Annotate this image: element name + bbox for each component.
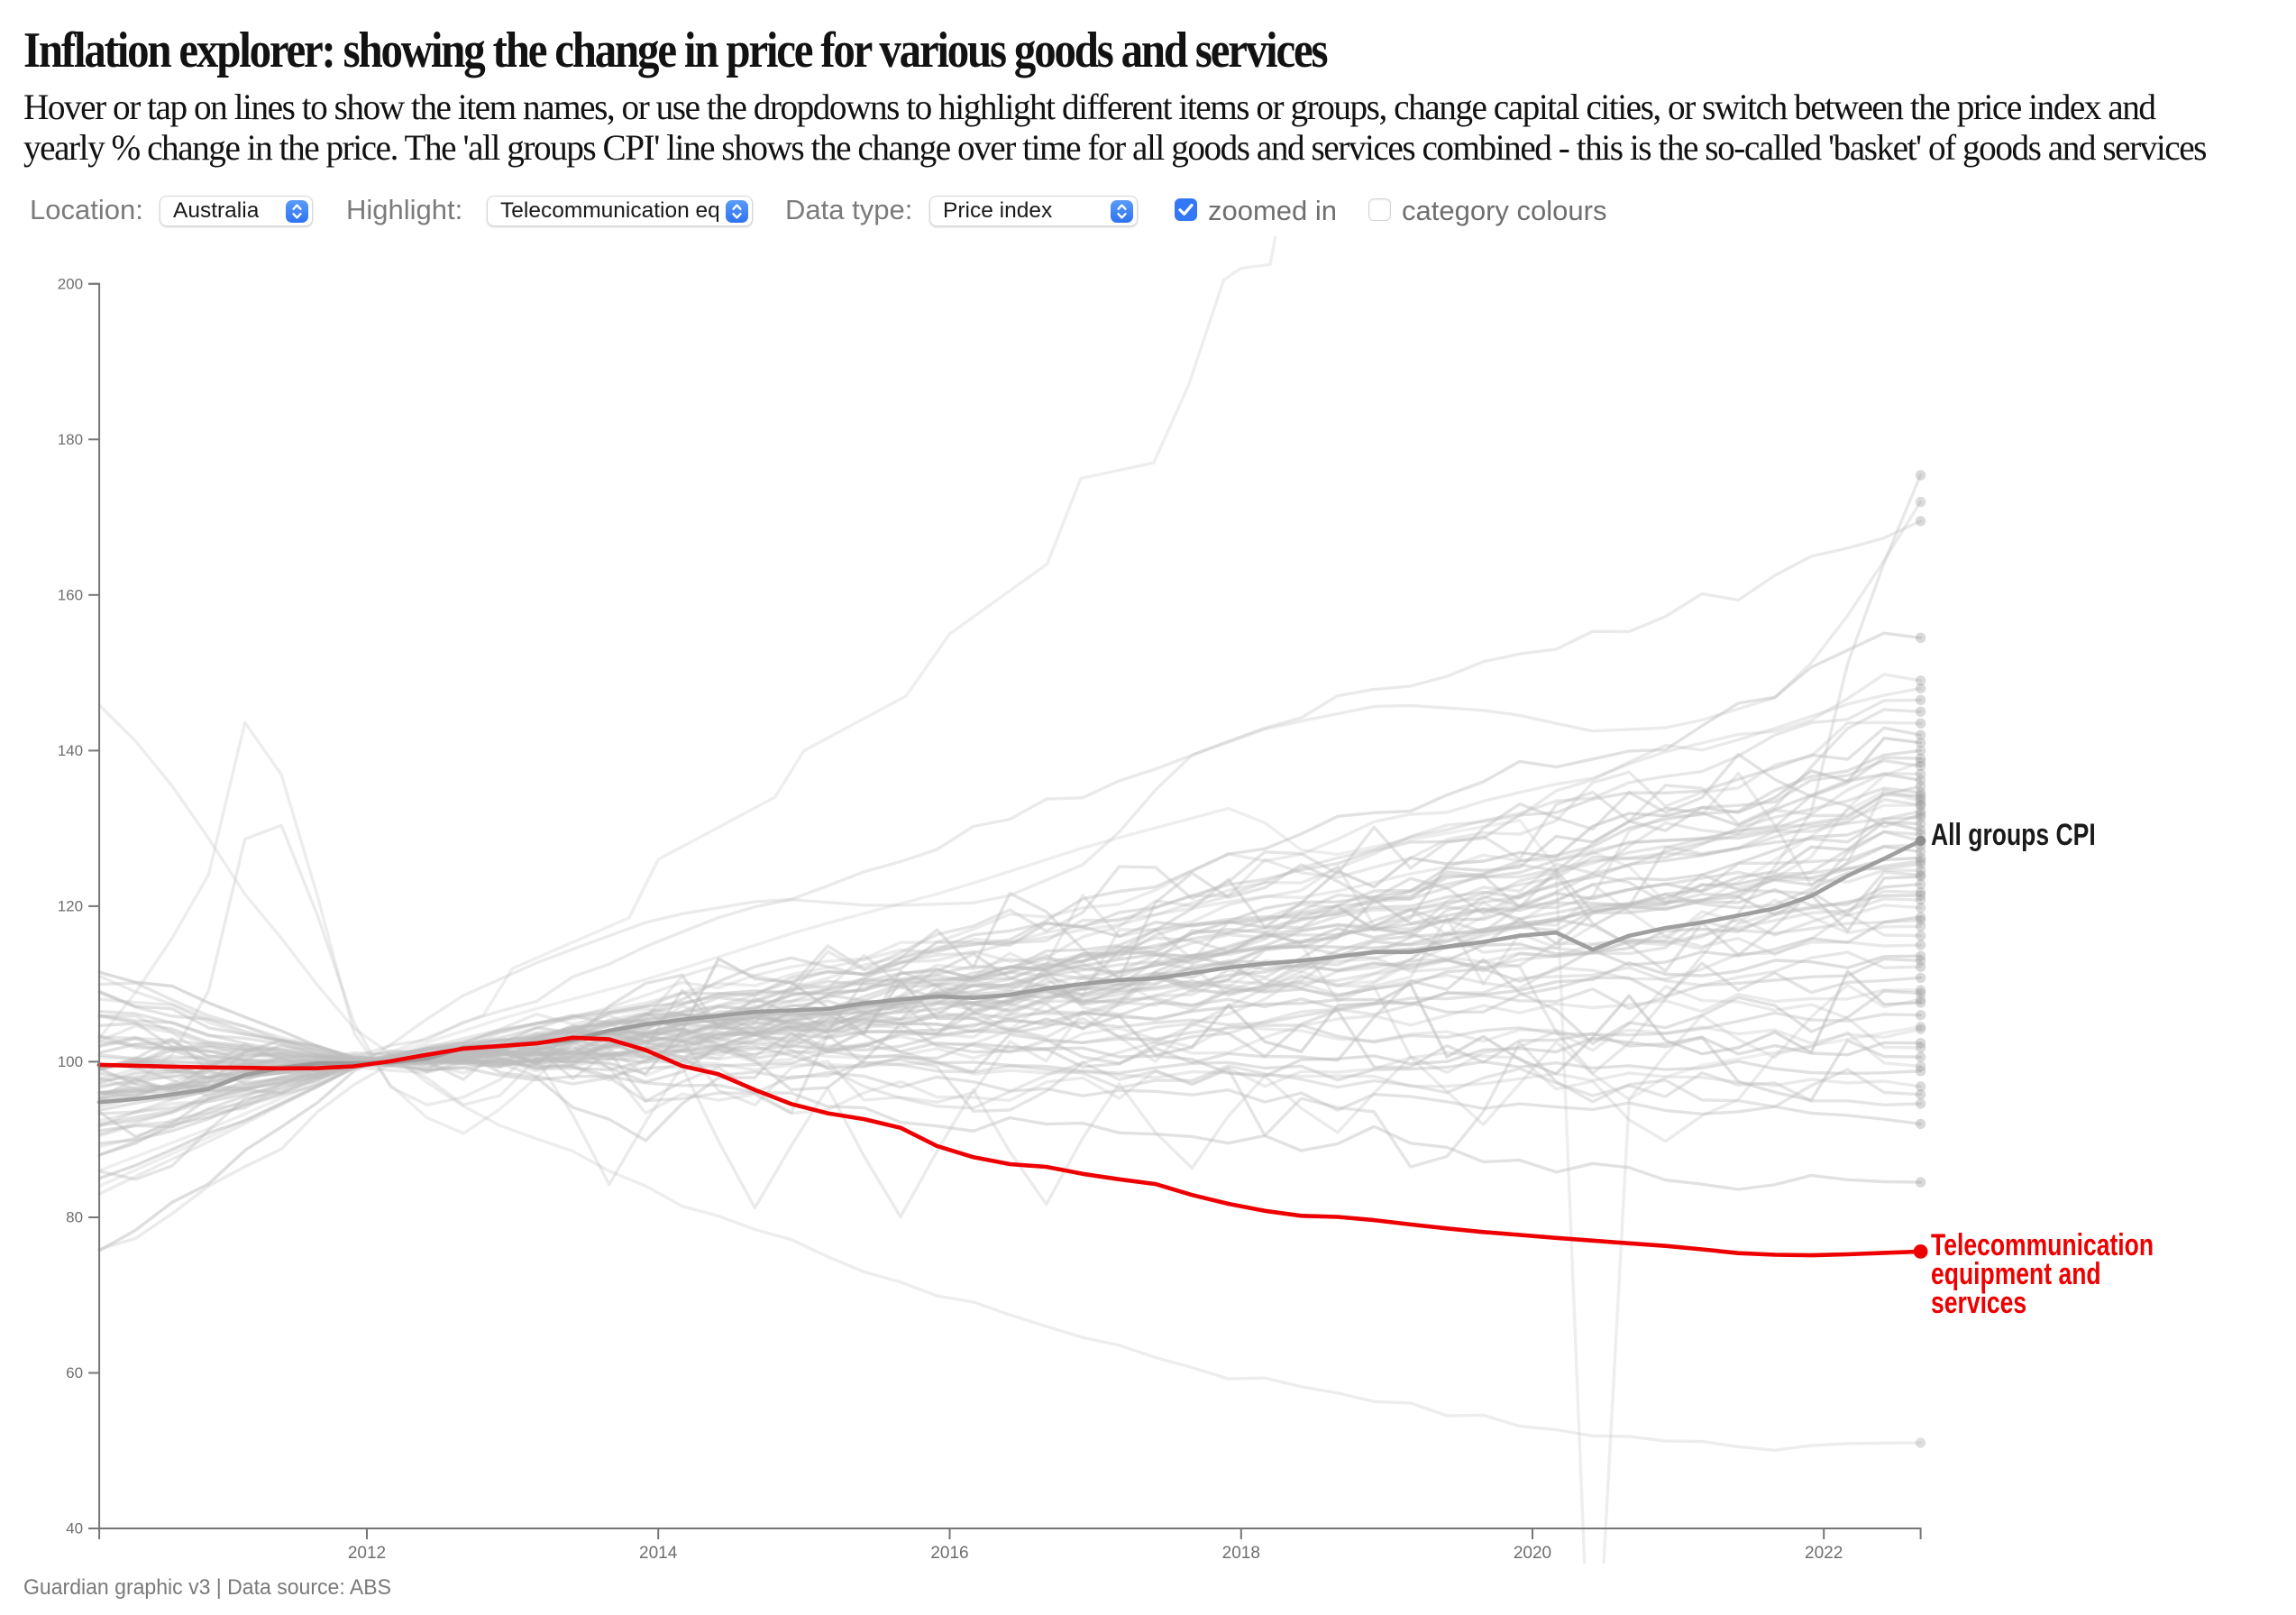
svg-text:80: 80 <box>66 1209 83 1226</box>
svg-text:200: 200 <box>58 275 83 292</box>
svg-text:140: 140 <box>58 742 83 759</box>
svg-text:100: 100 <box>58 1053 83 1070</box>
svg-text:40: 40 <box>66 1520 83 1537</box>
svg-text:2012: 2012 <box>348 1544 386 1563</box>
svg-text:2018: 2018 <box>1222 1544 1260 1563</box>
svg-text:2022: 2022 <box>1805 1544 1843 1563</box>
svg-text:120: 120 <box>58 897 83 914</box>
svg-text:2014: 2014 <box>639 1544 678 1563</box>
svg-text:180: 180 <box>58 431 83 448</box>
svg-text:60: 60 <box>66 1364 83 1381</box>
svg-text:2020: 2020 <box>1514 1544 1551 1563</box>
svg-text:160: 160 <box>58 586 83 603</box>
svg-text:2016: 2016 <box>930 1544 968 1563</box>
